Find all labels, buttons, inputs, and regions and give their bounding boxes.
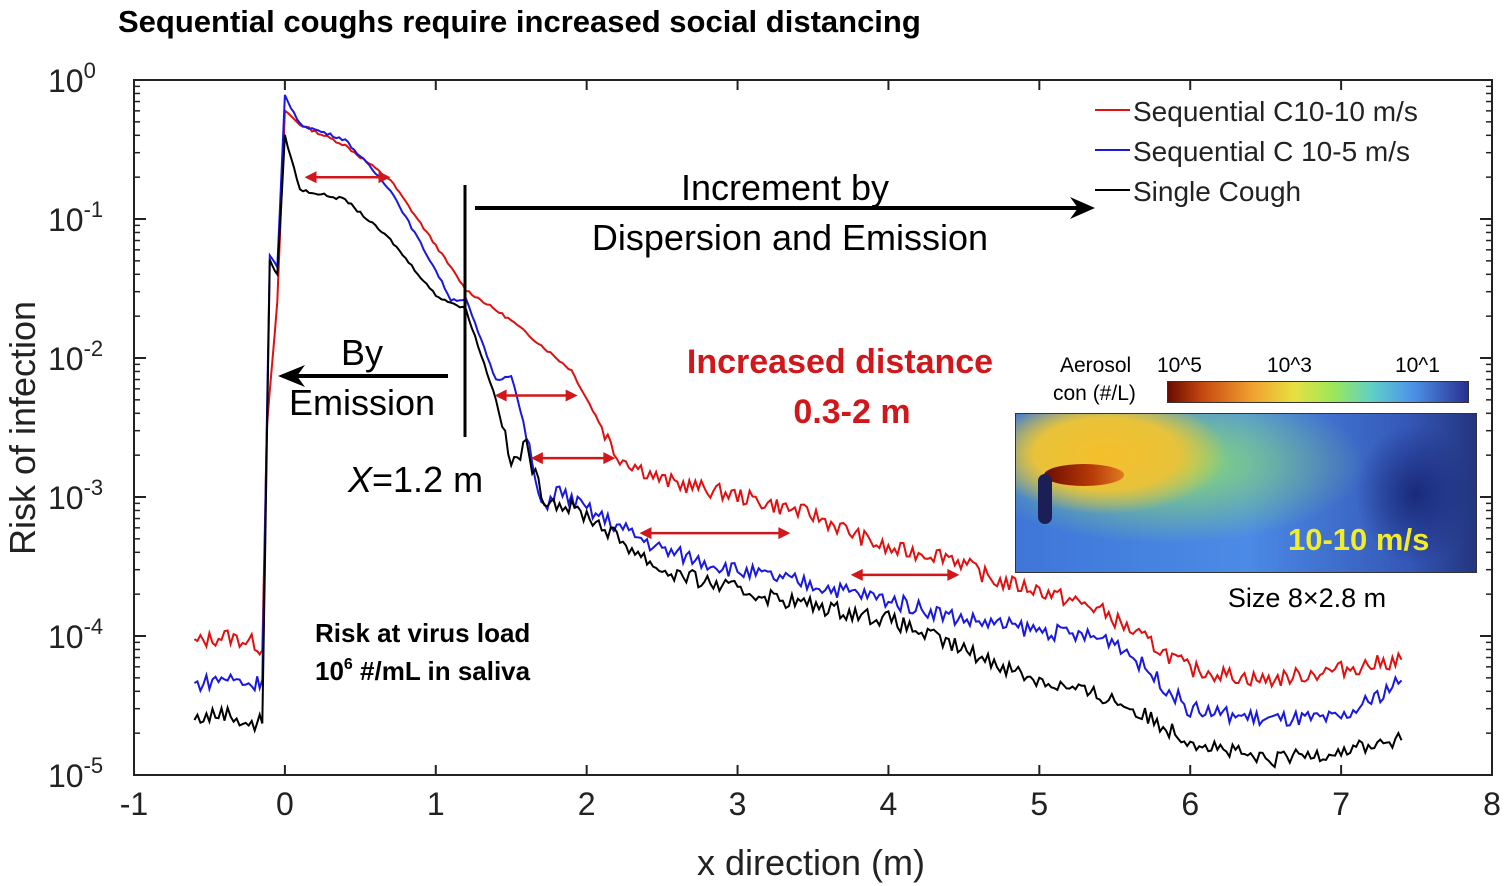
shift-arrow: [494, 389, 578, 402]
colorbar-title-2: con (#/L): [1053, 382, 1136, 405]
by-label: By: [341, 332, 383, 373]
y-tick-label: 10-5: [48, 753, 103, 794]
y-tick-label: 10-1: [48, 197, 103, 238]
series-line-1: [193, 94, 1403, 728]
x-tick-label: 4: [880, 786, 898, 822]
risk-note-2: 106 #/mL in saliva: [315, 656, 531, 686]
x-marker-label: X=1.2 m: [347, 459, 483, 500]
y-tick-label: 10-4: [48, 614, 103, 655]
increment-label-2: Dispersion and Emission: [592, 217, 988, 258]
x-tick-label: -1: [120, 786, 148, 822]
increased-distance-1: Increased distance: [687, 343, 993, 381]
x-tick-label: 1: [427, 786, 445, 822]
shift-arrow: [850, 568, 960, 581]
risk-note-1: Risk at virus load: [315, 618, 530, 648]
emission-label: Emission: [289, 382, 435, 423]
y-tick-label: 10-3: [48, 475, 103, 516]
x-tick-label: 7: [1332, 786, 1350, 822]
plume-core: [1044, 464, 1124, 486]
shift-arrow: [304, 171, 391, 184]
x-tick-label: 2: [578, 786, 596, 822]
inset-label: 10-10 m/s: [1288, 522, 1430, 557]
shift-arrow: [530, 452, 616, 465]
legend-red: Sequential C10-10 m/s: [1133, 96, 1418, 127]
colorbar-tick: 10^5: [1157, 354, 1202, 377]
x-tick-label: 8: [1483, 786, 1501, 822]
y-axis-label: Risk of infection: [2, 301, 43, 555]
y-tick-label: 100: [48, 58, 96, 99]
x-tick-label: 6: [1181, 786, 1199, 822]
person-silhouette: [1038, 474, 1052, 524]
increased-distance-2: 0.3-2 m: [793, 393, 910, 431]
legend-blue: Sequential C 10-5 m/s: [1133, 136, 1410, 167]
series-line-2: [193, 134, 1403, 769]
series-line-0: [193, 108, 1403, 689]
shift-arrow: [639, 527, 791, 540]
x-tick-label: 5: [1030, 786, 1048, 822]
emission-arrowhead: [278, 365, 305, 387]
chart-title: Sequential coughs require increased soci…: [118, 4, 921, 39]
x-tick-label: 3: [729, 786, 747, 822]
aerosol-inset-image: [1015, 413, 1477, 573]
colorbar-tick: 10^1: [1395, 354, 1440, 377]
colorbar-title-1: Aerosol: [1060, 354, 1131, 377]
plot-frame: [133, 79, 1493, 776]
x-tick-label: 0: [276, 786, 294, 822]
legend-black: Single Cough: [1133, 176, 1301, 207]
legend: Sequential C10-10 m/s Sequential C 10-5 …: [1095, 96, 1418, 207]
x-axis-label: x direction (m): [697, 842, 925, 883]
increment-label-1: Increment by: [681, 167, 889, 208]
colorbar: [1167, 381, 1469, 403]
inset-caption: Size 8×2.8 m: [1228, 583, 1386, 613]
increment-arrowhead: [1070, 197, 1095, 219]
y-tick-label: 10-2: [48, 336, 103, 377]
colorbar-tick: 10^3: [1267, 354, 1312, 377]
